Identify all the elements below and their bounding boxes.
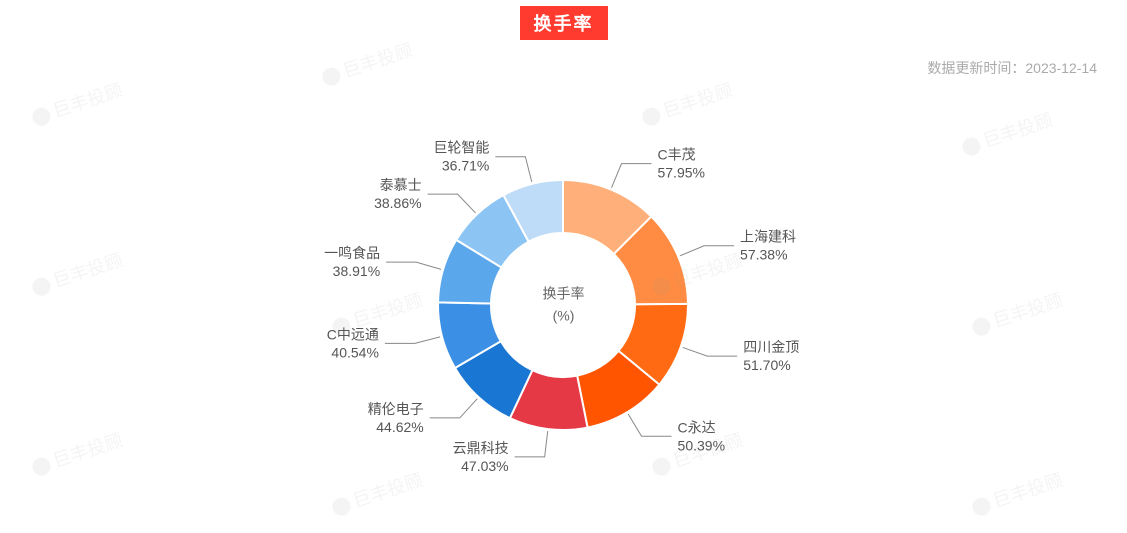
donut-chart: C丰茂 57.95% 上海建科 57.38% 四川金顶 51.70% C永达 50.39% 云鼎… xyxy=(0,90,1127,520)
update-time: 数据更新时间：2023-12-14 xyxy=(927,58,1097,78)
leader-line xyxy=(612,164,652,188)
chart-title-badge: 换手率 xyxy=(520,6,608,40)
update-time-label: 数据更新时间： xyxy=(927,60,1025,76)
slice-name-label: 巨轮智能 xyxy=(433,140,489,156)
slice-value-label: 57.95% xyxy=(657,165,704,181)
slice-name-label: 云鼎科技 xyxy=(453,440,509,456)
slice-name-label: 四川金顶 xyxy=(743,339,799,355)
slice-value-label: 44.62% xyxy=(376,419,423,435)
center-label-line1: 换手率 xyxy=(543,283,585,305)
slice-value-label: 36.71% xyxy=(442,158,489,174)
leader-line xyxy=(428,194,476,213)
leader-line xyxy=(628,414,671,436)
slice-value-label: 51.70% xyxy=(743,357,790,373)
slice-value-label: 38.91% xyxy=(333,263,380,279)
watermark-icon xyxy=(320,66,343,89)
slice-value-label: 38.86% xyxy=(374,195,421,211)
leader-line xyxy=(386,262,441,269)
leader-line xyxy=(683,347,738,356)
leader-line xyxy=(430,399,478,418)
slice-name-label: C丰茂 xyxy=(657,147,695,163)
leader-line xyxy=(495,157,531,182)
slice-value-label: 57.38% xyxy=(740,247,787,263)
slice-value-label: 40.54% xyxy=(331,344,378,360)
center-label-line2: (%) xyxy=(543,305,585,327)
slice-name-label: 上海建科 xyxy=(740,229,796,245)
slice-name-label: 泰慕士 xyxy=(380,177,422,193)
slice-value-label: 47.03% xyxy=(461,458,508,474)
slice-name-label: C中远通 xyxy=(327,326,379,342)
slice-name-label: C永达 xyxy=(678,419,716,435)
leader-line xyxy=(515,431,548,457)
slice-name-label: 一鸣食品 xyxy=(324,245,380,261)
donut-center-label: 换手率 (%) xyxy=(543,283,585,328)
slice-name-label: 精伦电子 xyxy=(368,401,424,417)
leader-line xyxy=(680,246,734,256)
slice-value-label: 50.39% xyxy=(678,437,725,453)
leader-line xyxy=(385,337,440,344)
update-time-value: 2023-12-14 xyxy=(1025,60,1097,76)
watermark: 巨丰投顾 xyxy=(318,36,415,90)
